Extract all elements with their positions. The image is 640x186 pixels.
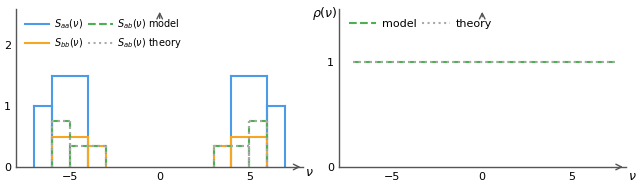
- Legend: $S_{aa}(\nu)$, $S_{bb}(\nu)$, $S_{ab}(\nu)$ model, $S_{ab}(\nu)$ theory: $S_{aa}(\nu)$, $S_{bb}(\nu)$, $S_{ab}(\n…: [21, 14, 186, 54]
- Text: $\rho(\nu)$: $\rho(\nu)$: [312, 5, 337, 22]
- Text: $\nu$: $\nu$: [305, 166, 314, 179]
- Text: $\nu$: $\nu$: [628, 170, 636, 183]
- Legend: model, theory: model, theory: [344, 15, 497, 33]
